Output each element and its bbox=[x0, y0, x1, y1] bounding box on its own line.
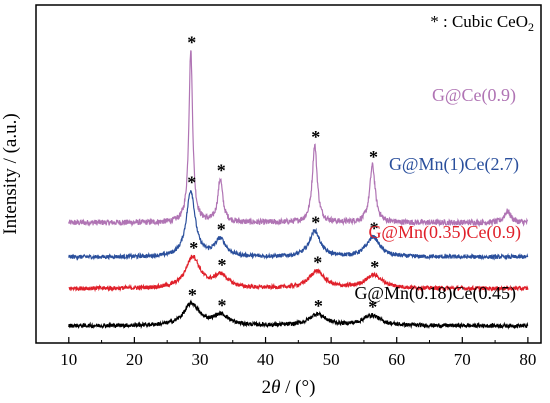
peak-marker: * bbox=[370, 219, 379, 239]
peak-marker: * bbox=[311, 127, 320, 147]
peak-marker: * bbox=[314, 296, 323, 316]
peak-marker: * bbox=[313, 253, 322, 273]
x-tick-label: 40 bbox=[257, 350, 274, 369]
x-tick-label: 80 bbox=[519, 350, 536, 369]
legend-cubic-ceo2: * : Cubic CeO2 bbox=[430, 12, 534, 34]
marker-layer: * * * * * * * * * * * * * * * * bbox=[187, 32, 379, 317]
x-tick-label: 30 bbox=[191, 350, 208, 369]
x-tick-label: 50 bbox=[323, 350, 340, 369]
peak-marker: * bbox=[217, 161, 226, 181]
x-axis-label: 2θ / (°) bbox=[262, 377, 316, 398]
series-line bbox=[68, 254, 529, 293]
peak-marker: * bbox=[370, 257, 379, 277]
peak-marker: * bbox=[187, 172, 196, 192]
peak-marker: * bbox=[311, 213, 320, 233]
series-line bbox=[68, 299, 529, 330]
x-tick-label: 70 bbox=[454, 350, 471, 369]
series-label: G@Mn(0.18)Ce(0.45) bbox=[354, 283, 516, 304]
peak-marker: * bbox=[187, 32, 196, 52]
y-axis-label: Intensity / (a.u.) bbox=[0, 113, 21, 234]
peak-marker: * bbox=[217, 295, 226, 315]
peak-marker: * bbox=[369, 147, 378, 167]
peak-marker: * bbox=[189, 238, 198, 258]
peak-marker: * bbox=[217, 255, 226, 275]
plot-frame bbox=[35, 4, 542, 344]
x-tick-label: 60 bbox=[388, 350, 405, 369]
x-tick-label: 20 bbox=[126, 350, 143, 369]
peak-marker: * bbox=[217, 220, 226, 240]
x-tick-label: 10 bbox=[60, 350, 77, 369]
series-label: G@Ce(0.9) bbox=[432, 85, 516, 106]
series-label: G@Mn(1)Ce(2.7) bbox=[389, 154, 519, 175]
series-label: G@Mn(0.35)Ce(0.9) bbox=[368, 222, 521, 243]
series-layer bbox=[68, 50, 529, 330]
x-axis: 10 20 30 40 50 60 70 80 bbox=[60, 337, 536, 369]
series-line bbox=[68, 190, 529, 261]
series-line bbox=[68, 50, 528, 228]
peak-marker: * bbox=[188, 285, 197, 305]
peak-marker: * bbox=[368, 297, 377, 317]
series-label-layer: G@Ce(0.9) G@Mn(1)Ce(2.7) G@Mn(0.35)Ce(0.9)… bbox=[354, 85, 521, 304]
